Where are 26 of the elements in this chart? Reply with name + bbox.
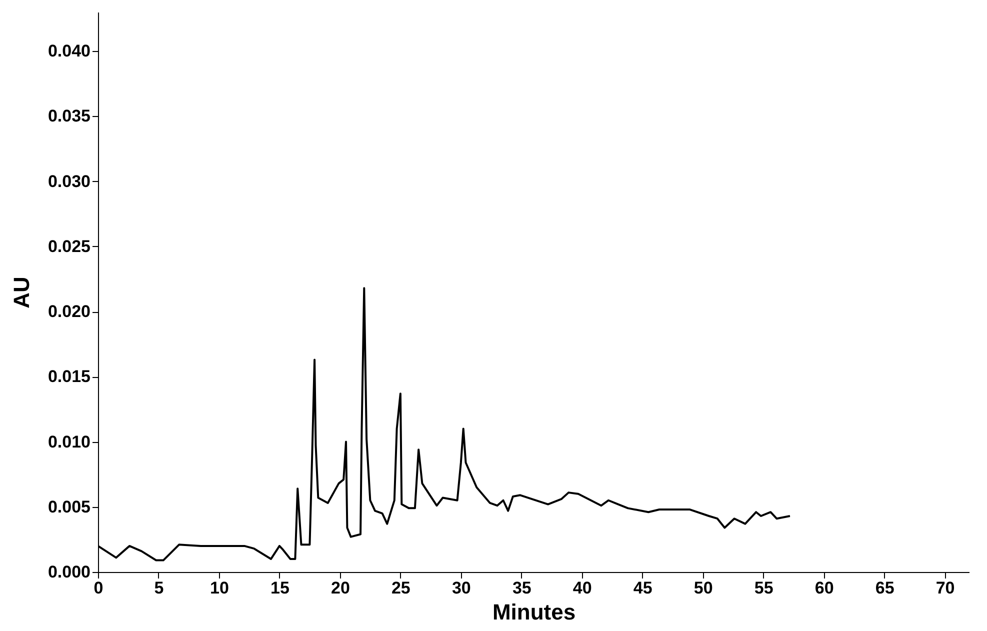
y-tick-label: 0.015 bbox=[48, 367, 90, 386]
x-tick-label: 45 bbox=[633, 578, 652, 598]
x-tick-label: 20 bbox=[330, 578, 350, 598]
x-tick-label: 30 bbox=[452, 578, 471, 598]
x-tick-label: 5 bbox=[154, 578, 164, 598]
x-tick-label: 35 bbox=[512, 578, 532, 598]
x-tick-label: 55 bbox=[754, 578, 774, 598]
x-tick-label: 10 bbox=[210, 578, 229, 598]
x-tick-label: 60 bbox=[814, 578, 834, 598]
x-tick-label: 70 bbox=[936, 578, 955, 598]
x-tick-label: 25 bbox=[391, 578, 410, 598]
y-axis-title: AU bbox=[8, 276, 34, 308]
y-tick-label: 0.000 bbox=[48, 562, 90, 582]
y-tick-label: 0.030 bbox=[48, 172, 90, 191]
y-tick-label: 0.035 bbox=[48, 106, 90, 126]
x-tick-label: 0 bbox=[94, 578, 104, 598]
x-tick-label: 15 bbox=[270, 578, 290, 598]
y-tick-label: 0.040 bbox=[48, 42, 90, 61]
x-tick-label: 50 bbox=[694, 578, 713, 598]
y-tick-label: 0.025 bbox=[48, 236, 90, 256]
y-tick-label: 0.020 bbox=[48, 302, 90, 322]
x-tick-label: 40 bbox=[572, 578, 592, 598]
x-tick-label: 65 bbox=[875, 578, 894, 598]
y-tick-label: 0.010 bbox=[48, 432, 90, 452]
x-axis-title: Minutes bbox=[492, 600, 576, 624]
y-tick-label: 0.005 bbox=[48, 497, 90, 516]
